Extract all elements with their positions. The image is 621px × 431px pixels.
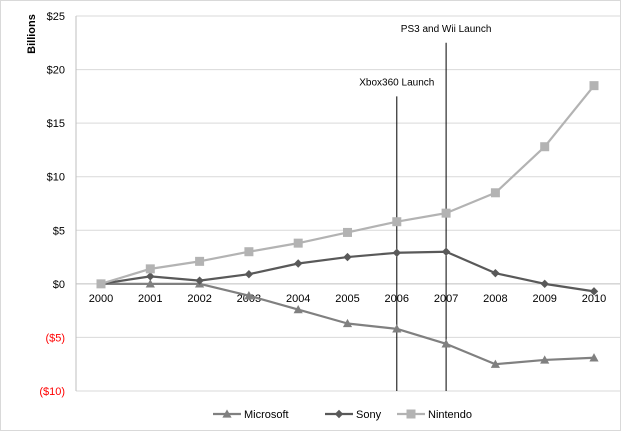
nintendo-point [145, 264, 155, 274]
y-tick-label: $25 [47, 11, 65, 23]
sony-point [392, 248, 401, 257]
nintendo-point [540, 142, 550, 152]
y-tick-label: $10 [47, 172, 65, 184]
series-lines [96, 81, 599, 368]
annotation-label: Xbox360 Launch [359, 77, 434, 88]
y-axis-label: Billions [26, 14, 38, 54]
legend-label: Sony [356, 409, 382, 421]
legend-marker [334, 409, 344, 419]
sony-point [589, 287, 599, 296]
microsoft-point [490, 359, 500, 368]
legend-label: Microsoft [244, 409, 289, 421]
microsoft-point [540, 355, 550, 364]
series-nintendo [96, 81, 599, 289]
microsoft-point [293, 304, 303, 314]
legend-item-microsoft: Microsoft [213, 409, 289, 421]
nintendo-point [293, 238, 303, 248]
annotations: Xbox360 Launch PS3 and Wii Launch [359, 24, 491, 391]
y-tick-label: $5 [53, 225, 65, 237]
sony-point [441, 247, 451, 256]
sony-point [343, 252, 352, 262]
legend-marker [406, 409, 416, 419]
nintendo-point [343, 227, 352, 237]
legend: Microsoft Sony Nintendo [213, 409, 472, 421]
sony-point [540, 279, 549, 289]
x-tick-label: 2008 [483, 293, 507, 305]
legend-label: Nintendo [428, 409, 472, 421]
annotation-label: PS3 and Wii Launch [401, 24, 492, 35]
legend-item-sony: Sony [325, 409, 382, 421]
x-tick-label: 2001 [138, 293, 162, 305]
series-microsoft [96, 279, 599, 368]
x-tick-label: 2000 [89, 293, 113, 305]
y-axis-tick-labels: $25 $20 $15 $10 $5 $0 ($5) ($10) [39, 11, 65, 398]
x-tick-label: 2009 [532, 293, 556, 305]
legend-marker [222, 409, 232, 418]
y-tick-label: $0 [53, 279, 65, 291]
microsoft-point [145, 279, 155, 288]
x-tick-label: 2002 [187, 293, 211, 305]
series-sony [96, 247, 599, 296]
microsoft-point [392, 324, 402, 333]
x-tick-label: 2005 [335, 293, 359, 305]
sony-point [491, 268, 500, 278]
y-tick-label: $20 [47, 65, 65, 77]
nintendo-point [195, 256, 205, 266]
y-tick-label: ($5) [45, 332, 65, 344]
nintendo-point [441, 208, 451, 218]
nintendo-point [589, 81, 599, 91]
nintendo-point [490, 188, 500, 198]
sony-point [244, 270, 254, 279]
x-tick-label: 2004 [286, 293, 310, 305]
microsoft-point [244, 291, 254, 300]
x-tick-label: 2010 [582, 293, 606, 305]
microsoft-point [589, 353, 599, 362]
sony-point [146, 272, 155, 281]
nintendo-point [96, 279, 106, 289]
y-tick-label: ($10) [39, 386, 65, 398]
nintendo-point [392, 217, 402, 227]
nintendo-point [244, 247, 254, 257]
x-axis-tick-labels: 2000200120022003200420052006200720082009… [89, 293, 606, 305]
gridlines [75, 15, 620, 392]
sony-point [294, 259, 303, 268]
y-tick-label: $15 [47, 118, 65, 130]
sony-point [195, 276, 204, 285]
microsoft-point [441, 339, 451, 348]
microsoft-point [342, 318, 353, 328]
legend-item-nintendo: Nintendo [397, 409, 472, 421]
